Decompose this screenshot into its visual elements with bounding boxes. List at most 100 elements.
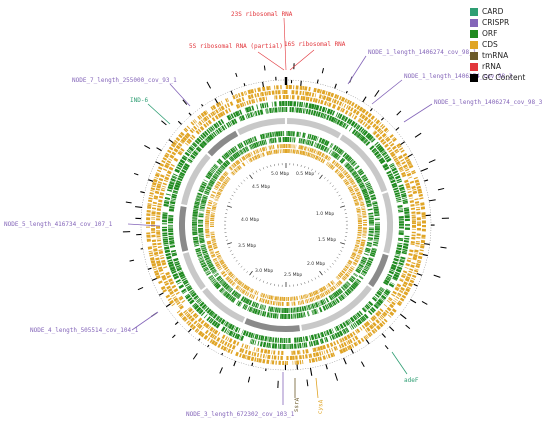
orf-ring-inner-2-segment (316, 142, 320, 149)
cds-ring-forward-segment (347, 339, 351, 345)
cds-ring-reverse-segment (358, 118, 362, 123)
orf-ring-inner-1-segment (350, 160, 356, 166)
orf-ring-inner-2-segment (301, 138, 303, 144)
orf-ring-inner-2-segment (198, 213, 204, 215)
cds-ring-forward-segment (273, 355, 277, 360)
cds-ring-forward-outer-segment (413, 269, 419, 273)
orf-ring-inner-1-segment (197, 253, 203, 258)
cds-ring-inner-1-segment (336, 282, 341, 286)
orf-ring-outer-segment (187, 297, 193, 302)
cds-ring-forward-outer-segment (299, 85, 303, 90)
cds-ring-forward-segment (244, 349, 248, 355)
orf-ring-segment (254, 333, 257, 340)
orf-ring-outer-segment (189, 299, 195, 305)
cds-ring-forward-outer-segment (406, 286, 411, 290)
orf-ring-inner-2-segment (358, 263, 364, 268)
orf-ring-outer (162, 101, 411, 349)
orf-ring-outer-segment (166, 189, 173, 192)
orf-ring-outer-segment (200, 134, 205, 140)
orf-ring-segment (175, 264, 181, 268)
orf-ring-segment (396, 200, 402, 203)
orf-ring-outer-segment (274, 101, 277, 107)
cds-ring-forward-segment (259, 92, 262, 97)
orf-ring-inner-2-segment (333, 291, 339, 297)
cds-ring-inner-1-segment (362, 219, 367, 222)
orf-ring-segment (315, 111, 319, 117)
gc-outer-tick (428, 159, 436, 163)
cds-ring-reverse-segment (387, 298, 392, 302)
orf-ring-inner-2-segment (211, 268, 216, 272)
orf-ring-inner-1-segment (323, 139, 328, 146)
cds-ring-forward-outer-segment (421, 228, 426, 232)
cds-ring-inner-2-segment (320, 158, 324, 163)
cds-ring-reverse-segment (333, 341, 337, 346)
orf-ring-inner-2-segment (299, 138, 301, 144)
orf-ring-segment (206, 137, 211, 142)
cds-ring-forward-segment (208, 113, 212, 119)
cds-ring-forward-segment (343, 103, 347, 108)
orf-ring-inner-2-segment (367, 239, 373, 242)
ruler-tick (340, 242, 346, 245)
cds-ring-forward-outer-segment (419, 197, 424, 200)
contig-segment (207, 130, 239, 157)
cds-ring-inner-2-segment (352, 195, 357, 199)
cds-ring-forward-outer-segment (193, 119, 198, 123)
cds-ring-forward-outer-segment (322, 355, 326, 360)
orf-ring-segment (397, 239, 404, 242)
cds-ring-inner-1-segment (214, 185, 219, 189)
cds-ring-forward-segment (254, 93, 257, 98)
cds-ring-forward-outer-segment (180, 131, 185, 137)
cds-ring-inner-2-segment (236, 279, 240, 284)
cds-ring-forward-outer-segment (147, 199, 153, 203)
orf-ring-segment (191, 152, 197, 157)
cds-ring-forward-segment (340, 343, 345, 348)
cds-ring-inner-2-segment (312, 154, 315, 159)
cds-ring-inner-2-segment (224, 178, 229, 183)
orf-ring-inner-1-segment (211, 166, 217, 171)
gc-tick (413, 283, 418, 287)
orf-ring-inner-1-segment (194, 244, 200, 247)
cds-ring-inner-2-segment (314, 155, 318, 160)
orf-ring-inner-2-segment (331, 151, 336, 157)
cds-ring-inner-2-segment (305, 294, 308, 299)
cds-ring-forward-outer-segment (417, 255, 423, 260)
orf-ring-inner-1-segment (210, 278, 215, 282)
cds-ring-forward-segment (152, 242, 157, 246)
ruler-tick (341, 246, 344, 249)
cds-ring-forward-segment (239, 347, 243, 353)
cds-ring-inner-1-segment (322, 292, 326, 297)
cds-ring-inner-1-segment (293, 301, 296, 306)
orf-ring-segment (216, 316, 221, 321)
orf-ring-segment (171, 193, 178, 197)
cds-ring-reverse-segment (328, 102, 332, 108)
ruler-tick (326, 268, 329, 271)
orf-ring-inner-1 (191, 131, 380, 320)
cds-ring-reverse-segment (158, 195, 164, 199)
cds-ring-inner-1-segment (330, 287, 334, 292)
ruler-tick (340, 205, 346, 208)
cds-ring-inner-2-segment (348, 187, 353, 191)
cds-ring-forward-outer-segment (402, 152, 408, 157)
cds-ring-reverse-segment (393, 157, 399, 162)
orf-ring-segment (223, 124, 228, 130)
cds-ring-forward-outer-segment (146, 232, 151, 235)
orf-ring-outer-segment (163, 242, 169, 245)
cds-ring-inner-1-segment (286, 144, 288, 149)
cds-ring-inner-2-segment (302, 294, 305, 299)
ruler-tick (324, 177, 326, 179)
cds-ring-forward-outer-segment (421, 212, 426, 216)
cds-ring-inner-1-segment (205, 216, 210, 218)
cds-ring-forward-outer-segment (171, 303, 176, 307)
cds-ring-inner-2-segment (210, 221, 215, 223)
orf-ring-segment (168, 226, 174, 228)
orf-ring-inner-1-segment (371, 247, 377, 250)
cds-ring-inner-1-segment (247, 153, 251, 158)
orf-ring-segment (365, 304, 371, 309)
orf-ring-outer-segment (284, 101, 286, 107)
orf-ring-inner-2-segment (198, 234, 204, 236)
orf-ring-inner-1-segment (358, 275, 364, 280)
cds-ring-inner-1-segment (362, 214, 367, 216)
ruler-ticks (224, 77, 348, 287)
orf-ring-inner-1-segment (371, 248, 377, 252)
orf-ring-outer-segment (383, 291, 389, 296)
